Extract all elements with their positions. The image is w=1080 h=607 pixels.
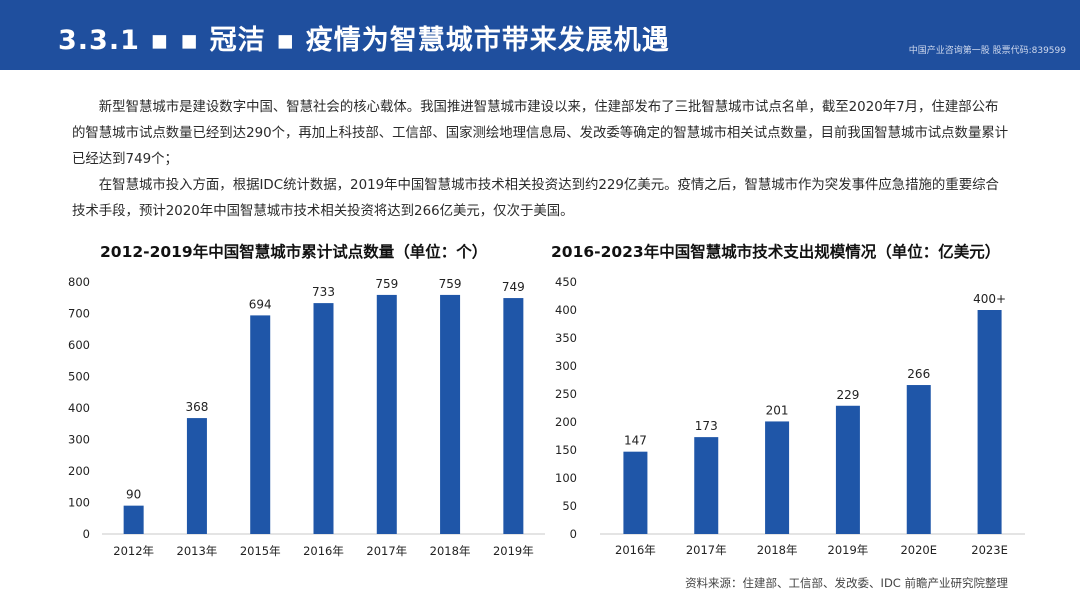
x-tick-label: 2018年	[430, 544, 471, 558]
data-label: 90	[126, 488, 141, 502]
data-label: 733	[312, 285, 335, 299]
y-tick-label: 100	[68, 496, 90, 510]
y-tick-label: 700	[68, 307, 90, 321]
bar-0	[123, 505, 144, 534]
intro-paragraph-2: 在智慧城市投入方面，根据IDC统计数据，2019年中国智慧城市技术相关投资达到约…	[72, 178, 999, 219]
y-tick-label: 300	[555, 359, 577, 373]
chart-title-pilot-count: 2012-2019年中国智慧城市累计试点数量（单位：个）	[100, 243, 488, 261]
x-tick-label: 2019年	[828, 543, 869, 557]
bar-5	[977, 310, 1002, 534]
x-tick-label: 2018年	[757, 543, 798, 557]
x-tick-label: 2020E	[900, 543, 937, 557]
y-tick-label: 200	[555, 415, 577, 429]
bar-4	[906, 385, 931, 534]
page-title: 3.3.1 ▪ ▪ 冠洁 ▪ 疫情为智慧城市带来发展机遇	[58, 25, 670, 56]
chart-pilot-count: 0 100 200 300 400 500 600 700 800 90 2012年 368 2013年…	[68, 275, 545, 558]
y-tick-label: 0	[83, 527, 90, 541]
header-bar: 3.3.1 ▪ ▪ 冠洁 ▪ 疫情为智慧城市带来发展机遇 中国产业咨询第一股 股…	[0, 0, 1080, 70]
data-label: 229	[836, 388, 859, 402]
x-tick-label: 2017年	[366, 544, 407, 558]
bar-3	[835, 405, 860, 534]
bar-1	[186, 418, 207, 534]
chart-tech-spend: 0 50 100 150 200 250 300 350 400 450 147 2016年 173 20…	[555, 275, 1025, 557]
x-tick-label: 2016年	[615, 543, 656, 557]
bar-2	[250, 315, 271, 534]
y-tick-label: 150	[555, 443, 577, 457]
data-label: 368	[185, 400, 208, 414]
data-label: 749	[502, 280, 525, 294]
bar-4	[376, 294, 397, 534]
data-label: 201	[766, 403, 789, 417]
y-tick-label: 600	[68, 338, 90, 352]
x-tick-label: 2015年	[240, 544, 281, 558]
x-tick-label: 2019年	[493, 544, 534, 558]
intro-text: 新型智慧城市是建设数字中国、智慧社会的核心载体。我国推进智慧城市建设以来，住建部…	[72, 95, 1010, 225]
data-label: 759	[439, 277, 462, 291]
y-tick-label: 800	[68, 275, 90, 289]
data-label: 147	[624, 434, 647, 448]
x-tick-label: 2023E	[971, 543, 1008, 557]
x-tick-label: 2016年	[303, 544, 344, 558]
y-tick-label: 400	[555, 303, 577, 317]
x-tick-label: 2013年	[177, 544, 218, 558]
y-tick-label: 500	[68, 370, 90, 384]
y-tick-label: 350	[555, 331, 577, 345]
data-label: 266	[907, 367, 930, 381]
x-tick-label: 2017年	[686, 543, 727, 557]
chart-title-tech-spend: 2016-2023年中国智慧城市技术支出规模情况（单位：亿美元）	[551, 243, 1001, 261]
data-label: 173	[695, 419, 718, 433]
x-tick-label: 2012年	[113, 544, 154, 558]
data-source: 资料来源：住建部、工信部、发改委、IDC 前瞻产业研究院整理	[685, 576, 1008, 590]
y-tick-label: 200	[68, 464, 90, 478]
company-tag: 中国产业咨询第一股 股票代码:839599	[908, 46, 1066, 56]
bar-0	[623, 451, 648, 534]
y-tick-label: 50	[562, 499, 577, 513]
bar-3	[313, 303, 334, 534]
y-tick-label: 0	[570, 527, 577, 541]
bar-2	[765, 421, 790, 534]
data-label: 759	[375, 277, 398, 291]
y-tick-label: 300	[68, 433, 90, 447]
y-tick-label: 250	[555, 387, 577, 401]
bar-6	[503, 298, 524, 534]
bar-1	[694, 437, 719, 534]
data-label: 694	[249, 297, 272, 311]
y-tick-label: 450	[555, 275, 577, 289]
y-tick-label: 400	[68, 401, 90, 415]
y-tick-label: 100	[555, 471, 577, 485]
bar-5	[440, 294, 461, 534]
data-label: 400+	[973, 292, 1006, 306]
intro-paragraph-1: 新型智慧城市是建设数字中国、智慧社会的核心载体。我国推进智慧城市建设以来，住建部…	[72, 100, 1009, 167]
